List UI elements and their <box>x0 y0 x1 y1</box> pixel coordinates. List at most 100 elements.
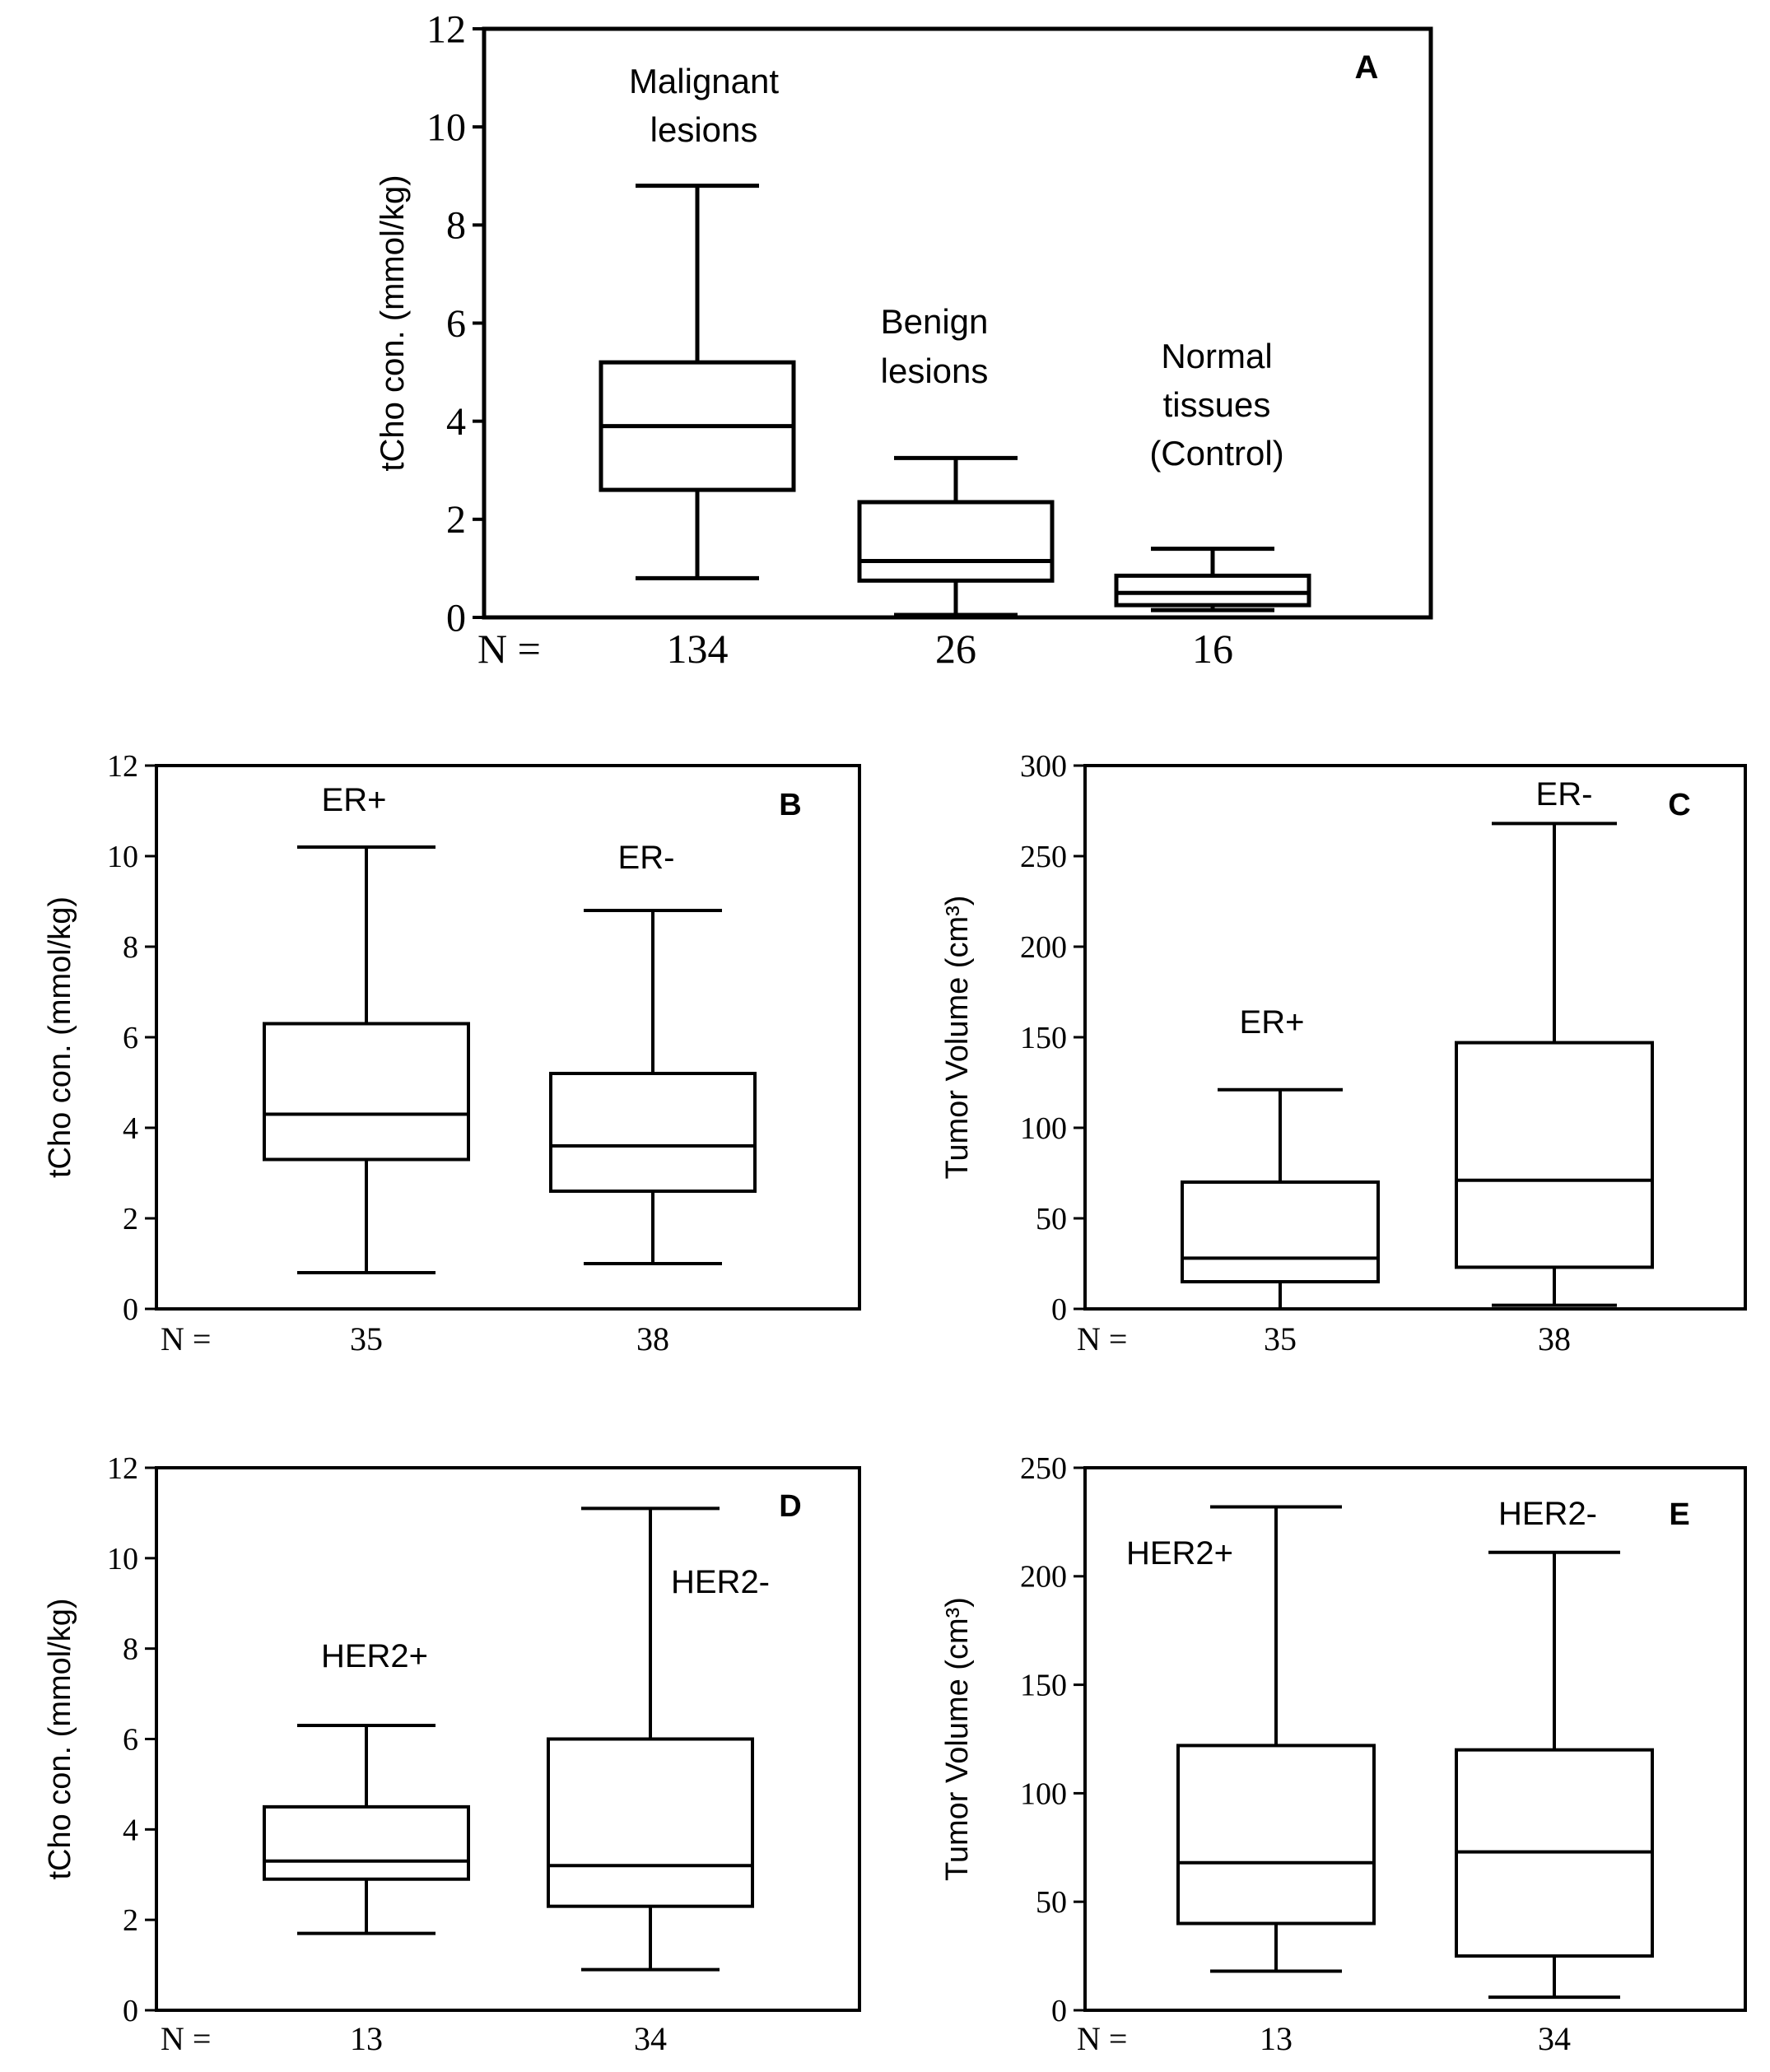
y-tick-label: 6 <box>123 1722 138 1757</box>
y-tick-label: 50 <box>1036 1885 1067 1920</box>
n-count: 35 <box>1264 1320 1297 1357</box>
box-iqr <box>1176 1744 1376 1925</box>
y-tick-label: 150 <box>1020 1021 1067 1055</box>
category-label: Benign <box>881 302 989 341</box>
box-group: Malignant lesions 134 <box>599 62 796 672</box>
category-label: lesions <box>881 352 989 390</box>
category-label: HER2- <box>1498 1496 1597 1532</box>
panel-letter: A <box>1355 49 1379 86</box>
n-label: N = <box>477 626 541 672</box>
y-axis-label: tCho con. (mmol/kg) <box>375 175 411 471</box>
panel-letter: B <box>779 788 801 822</box>
y-tick-label: 2 <box>123 1903 138 1938</box>
y-tick-label: 8 <box>446 204 466 248</box>
n-count: 35 <box>350 1320 383 1357</box>
n-label: N = <box>161 1320 211 1357</box>
n-label: N = <box>1077 2020 1127 2057</box>
box-iqr <box>547 1737 754 1908</box>
y-tick-label: 8 <box>123 930 138 965</box>
panel-letter: E <box>1669 1497 1689 1532</box>
y-tick-label: 200 <box>1020 930 1067 965</box>
category-label: HER2+ <box>1126 1535 1233 1571</box>
n-count: 26 <box>935 626 976 672</box>
n-count: 13 <box>350 2020 383 2057</box>
n-count: 38 <box>1538 1320 1571 1357</box>
box-iqr <box>1181 1180 1380 1283</box>
box-iqr <box>263 1022 470 1162</box>
y-tick-label: 4 <box>446 400 466 444</box>
y-tick-label: 100 <box>1020 1776 1067 1811</box>
n-label: N = <box>161 2020 211 2057</box>
n-count: 34 <box>634 2020 667 2057</box>
y-tick-label: 10 <box>107 840 138 874</box>
y-tick-label: 12 <box>107 1451 138 1486</box>
n-count: 16 <box>1192 626 1233 672</box>
n-count: 13 <box>1260 2020 1293 2057</box>
y-tick-label: 0 <box>446 596 466 640</box>
n-label: N = <box>1077 1320 1127 1357</box>
n-count: 34 <box>1538 2020 1571 2057</box>
y-tick-label: 2 <box>446 498 466 542</box>
box-iqr <box>263 1804 470 1881</box>
category-label: Normal <box>1161 337 1272 375</box>
y-tick-label: 150 <box>1020 1669 1067 1703</box>
y-tick-label: 6 <box>446 302 466 346</box>
y-tick-label: 4 <box>123 1111 138 1146</box>
y-tick-label: 10 <box>107 1542 138 1576</box>
box-group: HER2- 34 <box>1455 1496 1654 2057</box>
box-group: Benign lesions 26 <box>857 302 1055 672</box>
box-group: ER+ 35 <box>1181 1004 1380 1357</box>
y-tick-label: 250 <box>1020 1451 1067 1486</box>
y-axis-label: tCho con. (mmol/kg) <box>43 896 77 1178</box>
box-group: ER- 38 <box>549 840 757 1357</box>
category-label: ER- <box>618 840 675 876</box>
y-tick-label: 250 <box>1020 840 1067 874</box>
y-axis-label: tCho con. (mmol/kg) <box>43 1598 77 1879</box>
n-count: 38 <box>636 1320 669 1357</box>
box-group: HER2+ 13 <box>263 1638 470 2057</box>
category-label: lesions <box>650 110 758 149</box>
chart-panel-b: 0 2 4 6 8 10 12 tCho con. (mmol/kg) B N = ER+ 35 ER-… <box>43 749 861 1357</box>
y-tick-label: 0 <box>123 1292 138 1327</box>
y-tick-label: 12 <box>107 749 138 784</box>
category-label: ER+ <box>322 782 387 818</box>
box-iqr <box>1114 573 1311 608</box>
panel-letter: C <box>1668 788 1690 822</box>
y-tick-label: 300 <box>1020 749 1067 784</box>
y-tick-label: 200 <box>1020 1560 1067 1595</box>
category-label: tissues <box>1163 385 1271 424</box>
y-tick-label: 0 <box>1051 1994 1067 2028</box>
y-tick-label: 10 <box>426 105 466 149</box>
plot-frame <box>1083 1466 1747 2012</box>
y-tick-label: 100 <box>1020 1111 1067 1146</box>
category-label: ER+ <box>1240 1004 1305 1041</box>
y-tick-label: 0 <box>123 1994 138 2028</box>
y-axis-label: Tumor Volume (cm³) <box>940 1597 975 1881</box>
box-group: ER- 38 <box>1455 776 1654 1357</box>
box-group: HER2- 34 <box>547 1506 770 2057</box>
box-iqr <box>549 1072 757 1193</box>
y-tick-label: 0 <box>1051 1292 1067 1327</box>
y-tick-label: 8 <box>123 1632 138 1667</box>
y-axis-label: Tumor Volume (cm³) <box>940 896 975 1180</box>
category-label: ER- <box>1536 776 1593 813</box>
box-group: ER+ 35 <box>263 782 470 1357</box>
panel-letter: D <box>779 1489 801 1524</box>
y-tick-label: 12 <box>426 7 466 51</box>
category-label: (Control) <box>1149 434 1283 473</box>
category-label: HER2+ <box>321 1638 428 1674</box>
y-tick-label: 4 <box>123 1813 138 1847</box>
category-label: Malignant <box>629 62 779 100</box>
y-tick-label: 6 <box>123 1021 138 1055</box>
y-tick-label: 50 <box>1036 1202 1067 1236</box>
y-tick-label: 2 <box>123 1202 138 1236</box>
box-group: Normal tissues (Control) 16 <box>1114 337 1311 672</box>
plot-frame <box>155 764 861 1311</box>
chart-panel-a: 0 2 4 6 8 10 12 tCho con. (mmol/kg) A N = Malignan… <box>375 7 1433 672</box>
chart-panel-c: 0 50 100 150 200 250 300 Tumor Volume (cm³) C N =… <box>940 749 1747 1357</box>
box-group: HER2+ 13 <box>1126 1505 1376 2057</box>
box-iqr <box>857 500 1055 583</box>
